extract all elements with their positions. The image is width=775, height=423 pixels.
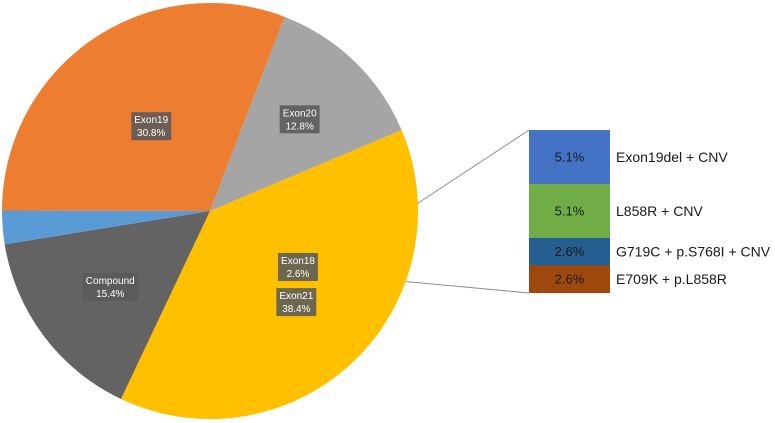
- pie-label-box: [276, 288, 317, 317]
- pie-label-name: Exon20: [283, 108, 317, 119]
- pie-label-exon20: Exon20 12.8%: [279, 105, 320, 134]
- bar-segment-value: 2.6%: [555, 272, 585, 287]
- bar-segment-value: 2.6%: [555, 244, 585, 259]
- pie-label-value: 15.4%: [96, 289, 124, 300]
- pie: [1, 2, 419, 420]
- pie-slice-exon19: [2, 2, 285, 211]
- pie-label-name: Exon19: [134, 115, 168, 126]
- bar-segment-value: 5.1%: [555, 150, 585, 165]
- pie-label-exon18: Exon18 2.6%: [278, 253, 318, 281]
- pie-label-name: Exon21: [279, 291, 313, 302]
- pie-label-box: [82, 273, 138, 301]
- pie-label-exon19: Exon19 30.8%: [131, 112, 172, 141]
- pie-label-box: [131, 112, 172, 141]
- breakdown-bar: 5.1% Exon19del + CNV 5.1% L858R + CNV 2.6% G7…: [529, 130, 771, 293]
- bar-segment-name: G719C + p.S768I + CNV: [616, 244, 771, 260]
- bar-segment-l858r-cnv: [529, 183, 610, 238]
- bar-segment-name: Exon19del + CNV: [616, 149, 728, 165]
- pie-slice-exon21: [120, 130, 419, 420]
- bar-segment-value: 5.1%: [555, 204, 585, 219]
- pie-label-exon21: Exon21 38.4%: [276, 288, 317, 317]
- bar-segment-name: L858R + CNV: [616, 203, 703, 219]
- bar-segment-g719c-p-s768i-cnv: [529, 237, 610, 266]
- pie-slice-compound: [4, 211, 210, 399]
- bar-segment-e709k-p-l858r: [529, 265, 610, 293]
- pie-label-box: [279, 105, 320, 134]
- pie-label-value: 2.6%: [287, 269, 310, 280]
- pie-labels: Exon21 38.4% Compound 15.4% Exon18 2.6% Exon19…: [82, 105, 320, 317]
- pie-label-name: Compound: [86, 276, 135, 287]
- pie-label-name: Exon18: [281, 256, 315, 267]
- pie-slice-exon18: [1, 210, 210, 245]
- pie-label-value: 12.8%: [286, 121, 314, 132]
- pie-label-value: 38.4%: [282, 304, 310, 315]
- pie-label-value: 30.8%: [137, 128, 165, 139]
- pie-label-compound: Compound 15.4%: [82, 273, 138, 301]
- bar-segment-name: E709K + p.L858R: [616, 271, 727, 287]
- bar-segment-exon19del-cnv: [529, 130, 610, 184]
- pie-label-box: [278, 253, 318, 281]
